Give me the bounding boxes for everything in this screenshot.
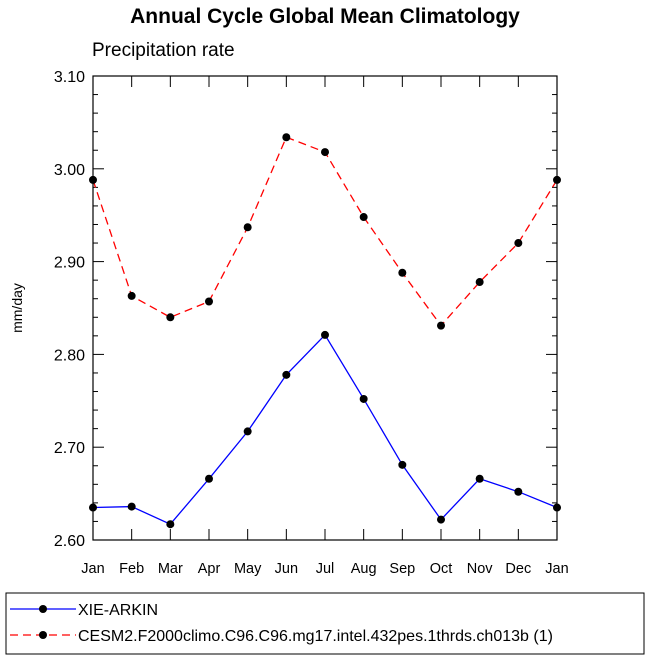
y-tick-labels: 2.60 2.70 2.80 2.90 3.00 3.10 (54, 69, 85, 550)
series-line-0 (92, 333, 558, 525)
y-tick-label: 2.80 (54, 347, 85, 364)
data-point-s0-11 (514, 487, 523, 496)
y-tick-label: 3.00 (54, 162, 85, 179)
data-point-s1-8 (398, 268, 407, 277)
data-point-s1-7 (359, 213, 368, 222)
data-point-s1-1 (127, 291, 136, 300)
x-tick-label: Feb (119, 561, 144, 577)
x-tick-label: Jun (275, 561, 298, 577)
data-point-s0-1 (127, 502, 136, 511)
series-layer (89, 133, 561, 529)
x-tick-label: Jul (316, 561, 335, 577)
data-point-s1-9 (437, 321, 445, 330)
axis-ticks (92, 75, 558, 541)
data-point-s0-4 (243, 427, 252, 436)
y-tick-label: 2.60 (54, 533, 85, 550)
legend: XIE-ARKIN CESM2.F2000climo.C96.C96.mg17.i… (5, 592, 645, 655)
data-point-s0-6 (321, 330, 329, 339)
data-point-s1-6 (321, 148, 329, 157)
data-point-s1-11 (514, 239, 523, 248)
y-tick-label: 2.70 (54, 440, 85, 457)
x-tick-label: Nov (467, 561, 494, 577)
legend-marker-0 (39, 605, 47, 613)
data-point-s0-8 (398, 460, 407, 469)
legend-box (5, 592, 645, 655)
x-tick-labels: Jan Feb Mar Apr May Jun Jul Aug Sep Oct Nov Dec Jan (81, 561, 568, 577)
plot-frame (92, 75, 558, 541)
x-tick-label: Jan (81, 561, 104, 577)
data-point-s1-4 (243, 223, 252, 232)
x-tick-label: May (234, 561, 262, 577)
x-tick-label: Apr (198, 561, 221, 577)
data-point-s1-2 (166, 313, 175, 322)
y-tick-label: 2.90 (54, 255, 85, 272)
data-point-s1-3 (205, 297, 213, 306)
data-point-s0-2 (166, 520, 175, 529)
data-point-s0-7 (359, 394, 368, 403)
y-tick-label: 3.10 (54, 69, 85, 86)
x-tick-label: Sep (389, 561, 415, 577)
legend-items: XIE-ARKIN CESM2.F2000climo.C96.C96.mg17.i… (10, 602, 553, 645)
y-axis-label: mm/day (9, 283, 25, 333)
chart-subtitle: Precipitation rate (92, 40, 235, 61)
x-tick-label: Dec (505, 561, 531, 577)
chart-title: Annual Cycle Global Mean Climatology (130, 5, 520, 28)
legend-label-0: XIE-ARKIN (78, 602, 158, 619)
legend-marker-1 (39, 631, 47, 639)
data-point-s0-5 (282, 370, 291, 379)
x-tick-label: Mar (158, 561, 183, 577)
data-point-s0-9 (437, 515, 445, 524)
legend-label-1: CESM2.F2000climo.C96.C96.mg17.intel.432p… (78, 628, 553, 645)
data-point-s1-5 (282, 133, 291, 142)
series-line-1 (92, 136, 558, 327)
x-tick-label: Oct (430, 561, 453, 577)
data-point-s1-10 (475, 278, 484, 287)
data-point-s0-3 (205, 474, 213, 483)
data-point-s0-10 (475, 474, 484, 483)
x-tick-label: Jan (545, 561, 568, 577)
x-tick-label: Aug (351, 561, 377, 577)
